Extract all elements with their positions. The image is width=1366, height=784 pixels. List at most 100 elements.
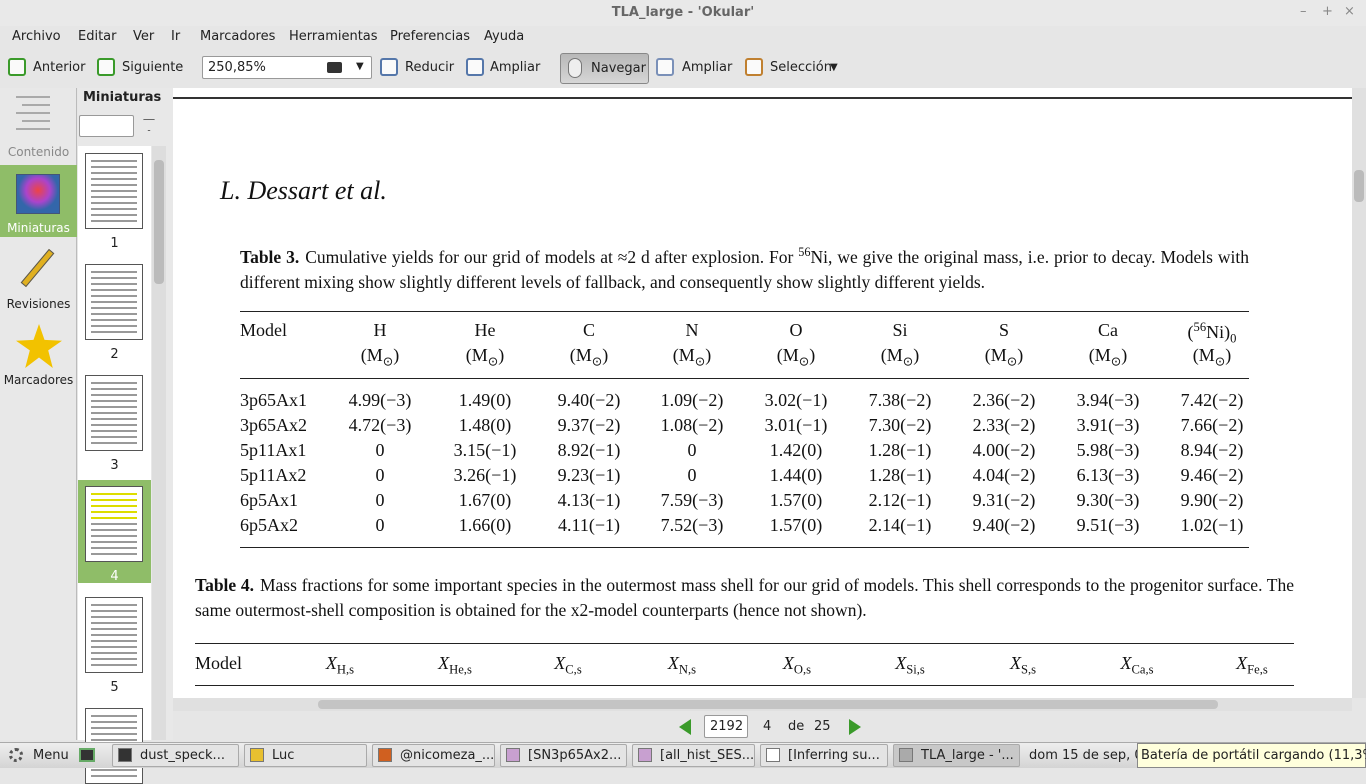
table-cell: (M⊙)	[1038, 345, 1178, 370]
column-header: Si	[892, 320, 908, 340]
thumbnail-page[interactable]	[85, 486, 143, 562]
menu-item[interactable]: Ir	[171, 29, 181, 44]
unit: )	[1017, 345, 1024, 365]
text-line	[91, 319, 137, 321]
table-value: 7.38(−2)	[868, 390, 932, 410]
clock: dom 15 de sep, 0	[1029, 748, 1143, 763]
next-page[interactable]	[849, 719, 861, 735]
table-cell: Model	[195, 653, 242, 674]
table-cell: 1.57(0)	[726, 515, 866, 536]
text-line	[91, 289, 137, 291]
table-value: 3p65Ax1	[240, 390, 307, 410]
column-header: O	[789, 320, 803, 340]
text-line	[91, 640, 137, 642]
v-scroll-thumb[interactable]	[1354, 170, 1364, 202]
thumbnail-page[interactable]	[85, 597, 143, 673]
task-button[interactable]	[244, 744, 367, 767]
window-button[interactable]: –	[1300, 4, 1307, 19]
text-line	[91, 172, 137, 174]
list-line	[16, 128, 50, 130]
caption-text: Mass fractions for some important specie…	[195, 575, 1294, 620]
menu-item[interactable]: Ver	[133, 29, 155, 44]
menu-icon[interactable]	[9, 748, 23, 762]
sidebar-icon	[16, 324, 62, 368]
unit-sub: ⊙	[591, 354, 603, 369]
text-line	[91, 412, 137, 414]
text-line	[91, 547, 137, 549]
column-symbol: X	[1236, 653, 1248, 673]
magnify-button[interactable]: Ampliar	[682, 60, 733, 75]
table-rule	[195, 685, 1294, 686]
menu-item[interactable]: Archivo	[12, 29, 61, 44]
forward-button[interactable]: Siguiente	[122, 60, 184, 75]
menu-item[interactable]: Herramientas	[289, 29, 378, 44]
zoom_out-button[interactable]: Reducir	[405, 60, 455, 75]
table-cell: 1.09(−2)	[622, 390, 762, 411]
table-value: 2.12(−1)	[868, 490, 932, 510]
zoom_in-button[interactable]: Ampliar	[490, 60, 541, 75]
table-cell: XH,s	[270, 653, 410, 678]
unit-sub: ⊙	[902, 354, 914, 369]
menu-item[interactable]: Marcadores	[200, 29, 276, 44]
table-value: 1.57(0)	[769, 490, 823, 510]
task-button[interactable]	[500, 744, 627, 767]
table-rule	[240, 547, 1249, 548]
text-line	[91, 196, 137, 198]
table-value: 1.08(−2)	[660, 415, 724, 435]
start-menu[interactable]: Menu	[33, 748, 69, 763]
table-cell: 2.36(−2)	[934, 390, 1074, 411]
table-cell: XO,s	[727, 653, 867, 678]
text-line	[91, 622, 137, 624]
task-label: dust_speck...	[140, 748, 225, 763]
text-line	[91, 511, 137, 513]
sidebar-label[interactable]: Contenido	[7, 145, 70, 159]
table-value: 4.99(−3)	[348, 390, 412, 410]
task-button[interactable]	[112, 744, 239, 767]
table-cell: 0	[310, 515, 450, 536]
zoom-field[interactable]	[202, 56, 372, 79]
zoom-dropdown[interactable]: ▼	[356, 61, 364, 72]
task-button[interactable]	[632, 744, 755, 767]
table-cell: (M⊙)	[310, 345, 450, 370]
back-button[interactable]: Anterior	[33, 60, 86, 75]
sidebar-label[interactable]: Miniaturas	[7, 221, 70, 235]
task-button[interactable]	[372, 744, 495, 767]
sidebar-label[interactable]: Marcadores	[3, 373, 74, 387]
text-line	[91, 436, 137, 438]
task-button[interactable]	[760, 744, 888, 767]
menu-item[interactable]: Preferencias	[390, 29, 471, 44]
column-sub: Si,s	[906, 662, 925, 677]
caption-text: Ni, we give the original mass, i.e. prio…	[240, 246, 1249, 292]
table-value: 5.98(−3)	[1076, 440, 1140, 460]
task-button[interactable]	[893, 744, 1020, 767]
table-value: 8.94(−2)	[1180, 440, 1244, 460]
window-button[interactable]: ×	[1344, 4, 1355, 19]
table-cell: 3.01(−1)	[726, 415, 866, 436]
unit: )	[809, 345, 816, 365]
table-value: 0	[375, 515, 385, 535]
thumbnail-page[interactable]	[85, 375, 143, 451]
thumbnail-title: Miniaturas	[83, 90, 162, 105]
thumbnail-page[interactable]	[85, 153, 143, 229]
menu-item[interactable]: Editar	[78, 29, 117, 44]
page-input[interactable]	[704, 715, 748, 738]
column-symbol: X	[895, 653, 907, 673]
selection-button[interactable]: Selección	[770, 60, 832, 75]
table-cell: 6p5Ax1	[240, 490, 298, 511]
table-cell: 1.66(0)	[415, 515, 555, 536]
column-header: S	[998, 320, 1009, 340]
table-cell: XS,s	[953, 653, 1093, 678]
h-scroll-thumb[interactable]	[318, 700, 1218, 709]
sidebar-label[interactable]: Revisiones	[6, 297, 71, 311]
menu-item[interactable]: Ayuda	[484, 29, 525, 44]
text-line	[91, 541, 137, 543]
unit: )	[1225, 345, 1232, 365]
thumbnail-page[interactable]	[85, 264, 143, 340]
thumbnail-scroll-thumb[interactable]	[154, 160, 164, 284]
launcher-icon[interactable]	[79, 748, 95, 762]
column-header: 0	[1230, 331, 1237, 346]
thumbnail-search[interactable]	[79, 115, 134, 137]
window-button[interactable]: +	[1322, 4, 1333, 19]
table-cell: XCa,s	[1067, 653, 1207, 678]
prev-page[interactable]	[679, 719, 691, 735]
